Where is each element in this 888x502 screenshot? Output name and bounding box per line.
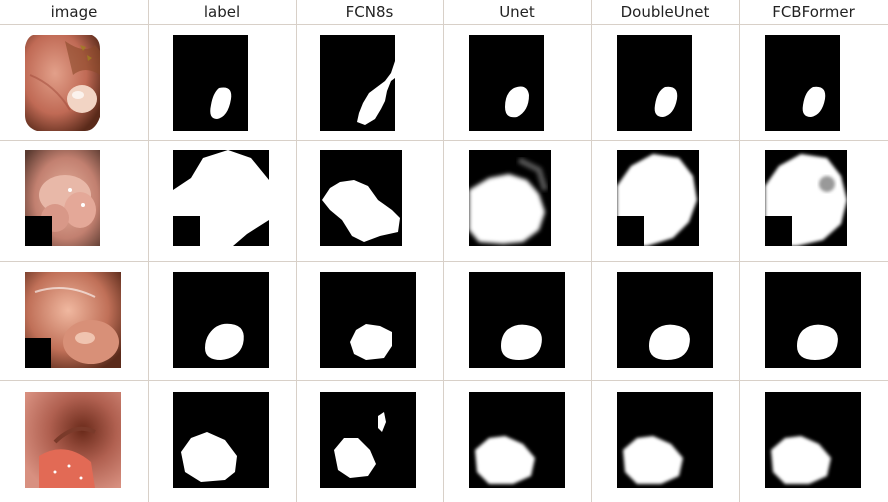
- column-divider: [739, 0, 740, 502]
- header-label: label: [148, 0, 296, 24]
- row-divider: [0, 24, 888, 25]
- mask-unet-row3: [469, 272, 565, 368]
- mask-fcn8s-row3: [320, 272, 416, 368]
- header-image: image: [0, 0, 148, 24]
- header-fcbformer: FCBFormer: [739, 0, 888, 24]
- mask-fcbformer-row1: [765, 35, 840, 131]
- mask-doubleunet-row3: [617, 272, 713, 368]
- endoscopy-image-row1: [25, 35, 100, 131]
- row-divider: [0, 380, 888, 381]
- mask-doubleunet-row2: [617, 150, 699, 246]
- header-unet: Unet: [443, 0, 591, 24]
- mask-fcbformer-row3: [765, 272, 861, 368]
- mask-doubleunet-row4: [617, 392, 713, 488]
- mask-fcbformer-row4: [765, 392, 861, 488]
- column-divider: [148, 0, 149, 502]
- row-divider: [0, 140, 888, 141]
- mask-unet-row2: [469, 150, 551, 246]
- mask-fcbformer-row2: [765, 150, 847, 246]
- mask-doubleunet-row1: [617, 35, 692, 131]
- column-divider: [591, 0, 592, 502]
- header-doubleunet: DoubleUnet: [591, 0, 739, 24]
- mask-unet-row1: [469, 35, 544, 131]
- mask-label-row2: [173, 150, 269, 246]
- column-divider: [296, 0, 297, 502]
- endoscopy-image-row4: [25, 392, 121, 488]
- mask-fcn8s-row4: [320, 392, 416, 488]
- endoscopy-image-row2: [25, 150, 100, 246]
- mask-unet-row4: [469, 392, 565, 488]
- header-fcn8s: FCN8s: [296, 0, 443, 24]
- mask-fcn8s-row1: [320, 35, 395, 131]
- column-divider: [443, 0, 444, 502]
- mask-label-row1: [173, 35, 248, 131]
- row-divider: [0, 261, 888, 262]
- endoscopy-image-row3: [25, 272, 121, 368]
- mask-label-row3: [173, 272, 269, 368]
- mask-fcn8s-row2: [320, 150, 402, 246]
- mask-label-row4: [173, 392, 269, 488]
